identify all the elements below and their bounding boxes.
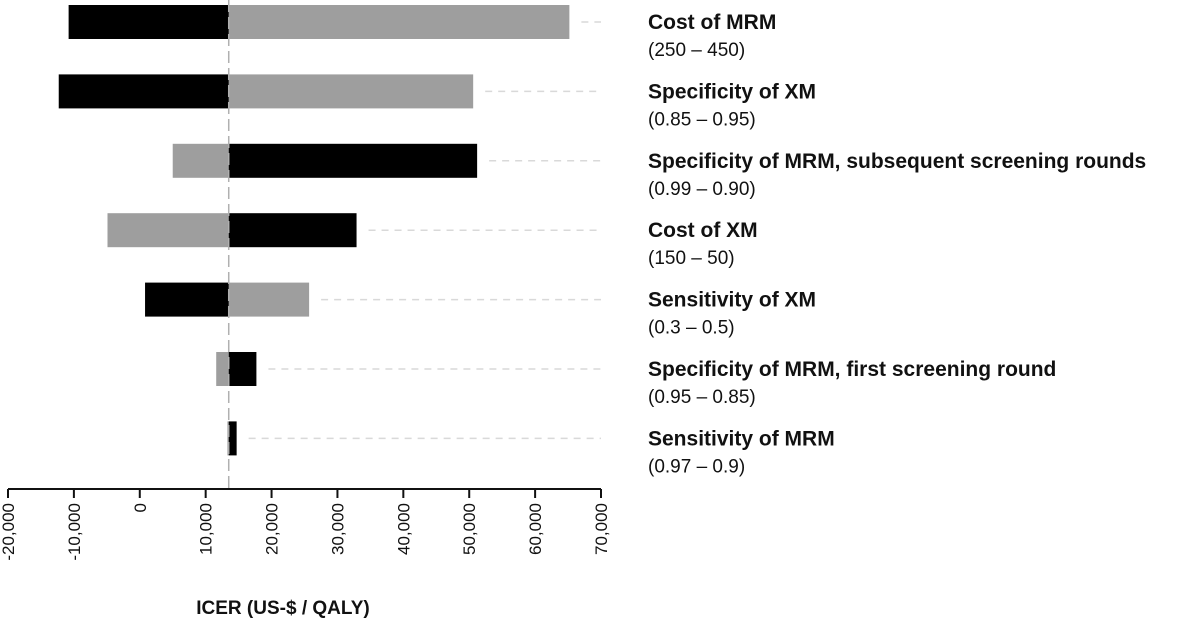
parameter-name: Specificity of MRM, subsequent screening… (648, 150, 1146, 173)
x-tick-label: 70,000 (592, 503, 611, 555)
bar-black (145, 282, 229, 317)
parameter-range: (0.95 – 0.85) (648, 387, 756, 408)
parameter-range: (250 – 450) (648, 40, 745, 61)
bar-black (68, 5, 229, 39)
x-tick-label: 30,000 (328, 503, 347, 555)
bar-gray (107, 213, 229, 248)
bar-gray (172, 143, 229, 178)
bars-group (58, 5, 570, 456)
x-tick-label: 10,000 (197, 503, 216, 555)
parameter-name: Cost of MRM (648, 11, 776, 34)
bar-gray (216, 352, 229, 386)
x-tick-label: 40,000 (394, 503, 413, 555)
bar-black (58, 74, 229, 109)
parameter-name: Sensitivity of XM (648, 289, 816, 312)
bar-black (228, 352, 257, 386)
bar-black (228, 421, 237, 456)
x-axis-title: ICER (US-$ / QALY) (196, 598, 370, 619)
bar-gray (228, 5, 570, 39)
x-tick-label: 0 (131, 503, 150, 512)
x-axis: -20,000 -10,000 0 10,000 20,000 30,000 40,000 5… (0, 488, 611, 561)
parameter-name: Sensitivity of MRM (648, 427, 835, 450)
parameter-range: (0.99 – 0.90) (648, 179, 756, 200)
x-tick-label: 50,000 (460, 503, 479, 555)
bar-black (228, 143, 478, 178)
bar-black (228, 213, 357, 248)
x-tick-label: -10,000 (65, 503, 84, 561)
bar-gray (227, 421, 229, 456)
x-tick-label: -20,000 (0, 503, 18, 561)
parameter-range: (0.85 – 0.95) (648, 109, 756, 130)
bar-gray (228, 74, 474, 109)
x-tick-label: 60,000 (526, 503, 545, 555)
parameter-range: (150 – 50) (648, 248, 735, 269)
parameter-labels: Cost of MRM (250 – 450) Specificity of XM (… (648, 11, 1146, 477)
x-tick-label: 20,000 (263, 503, 282, 555)
parameter-name: Specificity of XM (648, 80, 816, 103)
guide-lines (248, 21, 601, 440)
parameter-range: (0.97 – 0.9) (648, 456, 745, 477)
parameter-range: (0.3 – 0.5) (648, 318, 735, 339)
bar-gray (228, 282, 310, 317)
parameter-name: Specificity of MRM, first screening roun… (648, 358, 1056, 381)
parameter-name: Cost of XM (648, 219, 758, 242)
